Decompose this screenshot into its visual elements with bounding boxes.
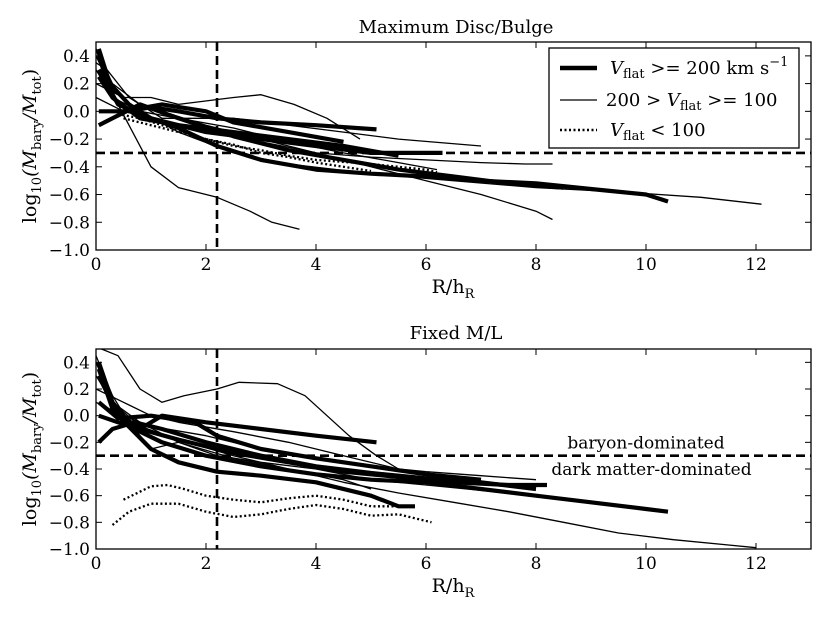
annotation-0: baryon-dominated	[567, 433, 724, 453]
series-line-thin-12	[96, 69, 438, 171]
legend-label-thick: Vflat >= 200 km s−1	[610, 55, 788, 82]
series-line-thick-5	[97, 400, 482, 482]
y-axis-title: log10(Mbary/Mtot)	[19, 69, 45, 223]
series-line-thin-9	[96, 388, 438, 477]
x-axis-title: R/hR	[432, 276, 476, 302]
series-line-dotted-13	[122, 483, 399, 508]
series-group	[96, 349, 757, 549]
y-tick-label: −0.6	[49, 186, 90, 206]
x-tick-label: 12	[745, 554, 767, 574]
y-tick-label: 0.0	[63, 407, 90, 427]
y-tick-label: −0.2	[49, 130, 90, 150]
series-group	[96, 48, 762, 230]
annotation-1: dark matter-dominated	[551, 460, 751, 480]
plot-area	[95, 348, 812, 550]
panel-max-disc: Maximum Disc/Bulge 0 2 4 6 8 10 12 −1.0 −0.8 −0.6…	[19, 17, 812, 302]
panel-title: Fixed M/L	[410, 323, 503, 344]
series-line-thin-9	[96, 55, 762, 205]
series-line-dotted-14	[123, 117, 372, 173]
x-tick-label: 10	[635, 255, 657, 275]
series-line-thick-4	[96, 374, 415, 509]
y-tick-label: 0.0	[63, 102, 90, 122]
x-tick-label: 6	[421, 255, 432, 275]
y-tick-label: 0.4	[63, 353, 90, 373]
legend-box	[548, 47, 800, 149]
series-line-thin-8	[96, 48, 553, 221]
x-tick-label: 0	[91, 255, 102, 275]
y-tick-label: −0.2	[49, 433, 90, 453]
x-tick-label: 4	[311, 255, 322, 275]
x-tick-label: 10	[635, 554, 657, 574]
y-tick-label: −1.0	[49, 241, 90, 261]
annotations: baryon-dominated dark matter-dominated	[551, 433, 751, 480]
x-tick-label: 8	[531, 255, 542, 275]
x-tick-label: 2	[201, 255, 212, 275]
series-line-thin-11	[96, 362, 372, 490]
y-tick-label: −0.6	[49, 487, 90, 507]
x-tick-label: 0	[91, 554, 102, 574]
series-line-thin-11	[96, 96, 553, 165]
y-axis-title: log10(Mbary/Mtot)	[19, 372, 45, 526]
x-tick-label: 6	[421, 554, 432, 574]
series-line-thin-10	[96, 401, 537, 481]
series-line-thin-6	[101, 349, 399, 470]
series-line-thin-10	[96, 83, 361, 140]
panel-fixed-ml: Fixed M/L 0 2 4 6 8 10 12 −1.0 −0.8 −0.6 −0.4 −0.2 0…	[19, 323, 812, 601]
y-tick-label: 0.2	[63, 75, 90, 95]
reference-lines	[96, 42, 811, 250]
series-line-thin-6	[96, 62, 482, 147]
series-line-dotted-13	[117, 112, 438, 174]
y-tick-label: 0.2	[63, 380, 90, 400]
y-tick-label: 0.4	[63, 47, 90, 67]
x-tick-label: 2	[201, 554, 212, 574]
x-axis-title: R/hR	[432, 575, 476, 601]
y-tick-label: −0.4	[49, 158, 90, 178]
series-line-thick-1	[96, 361, 669, 514]
axis-ticks: 0 2 4 6 8 10 12 −1.0 −0.8 −0.6 −0.4 −0.2 0.0 0.2 0.4	[49, 42, 811, 275]
series-line-thin-7	[96, 375, 757, 549]
legend-label-dotted: Vflat < 100	[610, 120, 706, 144]
reference-lines	[96, 349, 811, 549]
x-tick-label: 8	[531, 554, 542, 574]
x-tick-label: 4	[311, 554, 322, 574]
y-tick-label: −0.8	[49, 513, 90, 533]
y-tick-label: −0.8	[49, 213, 90, 233]
panel-title: Maximum Disc/Bulge	[359, 17, 554, 38]
plot-area	[95, 41, 812, 251]
series-line-thin-7	[96, 48, 300, 230]
y-tick-label: −0.4	[49, 460, 90, 480]
x-tick-label: 12	[745, 255, 767, 275]
legend-label-thin: 200 > Vflat >= 100	[606, 90, 778, 114]
y-tick-label: −1.0	[49, 540, 90, 560]
legend: Vflat >= 200 km s−1 200 > Vflat >= 100 V…	[548, 47, 800, 149]
